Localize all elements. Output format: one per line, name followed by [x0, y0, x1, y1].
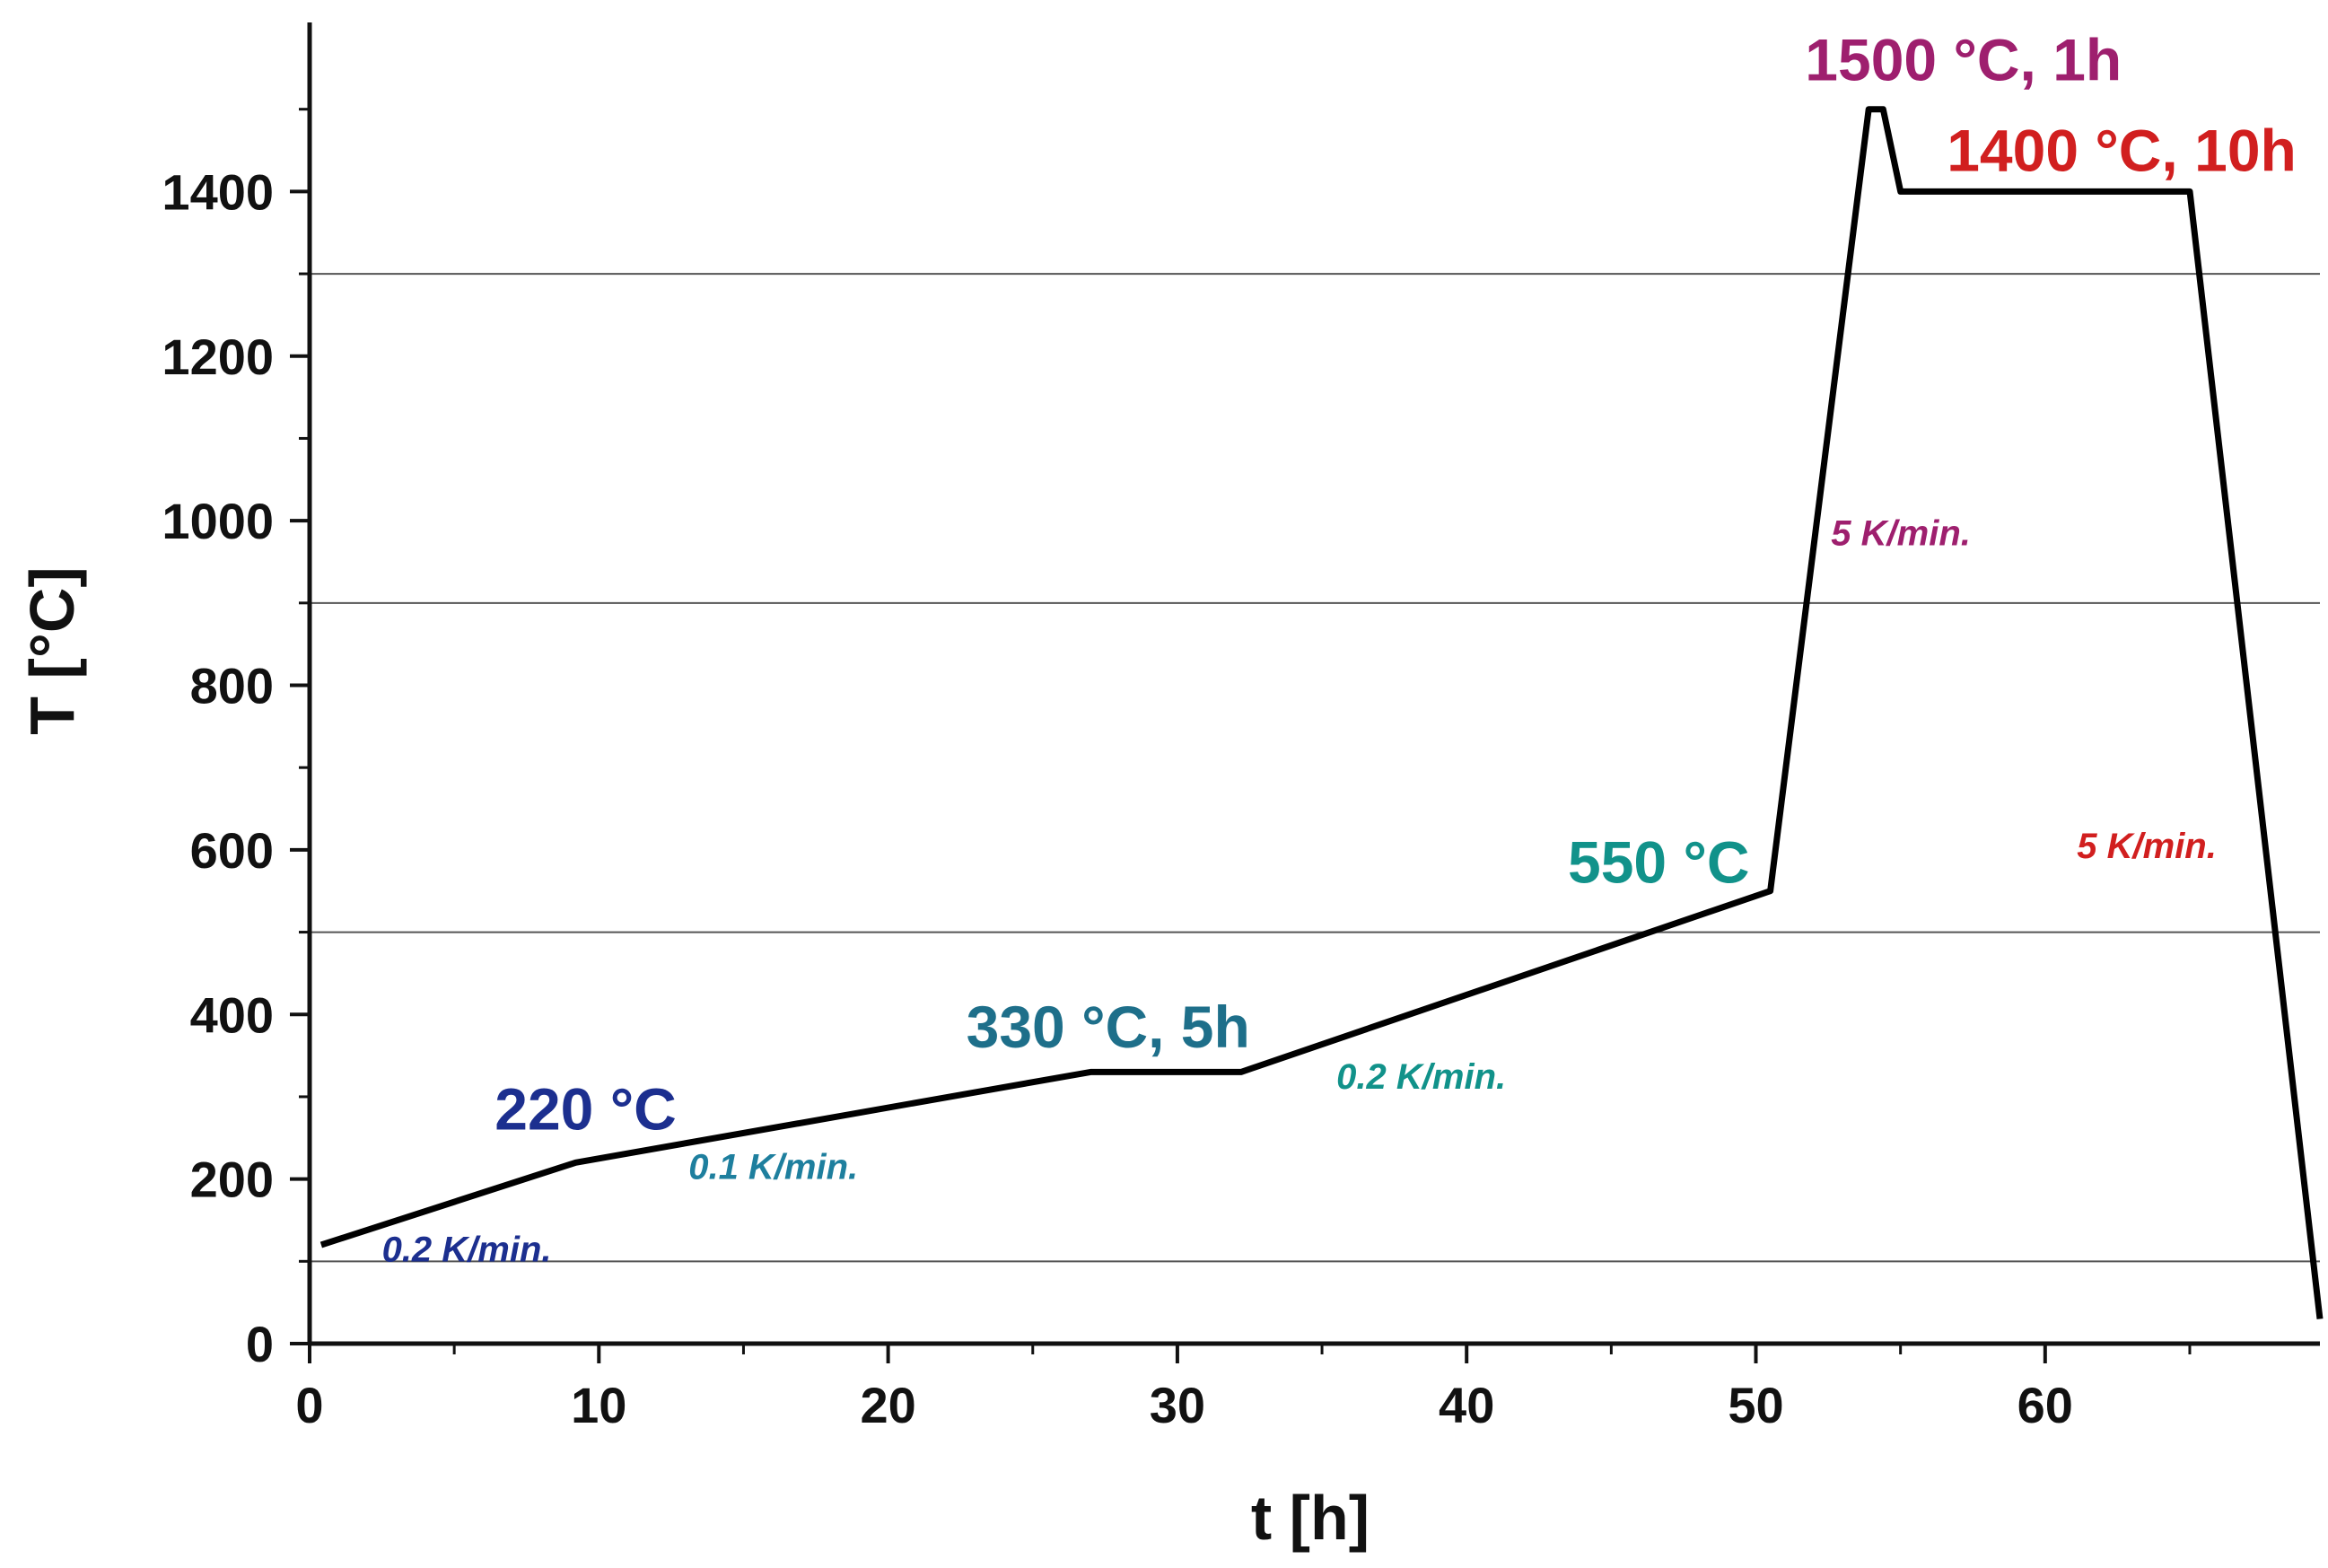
- x-tick-label-50: 50: [1728, 1377, 1783, 1433]
- annotation-9: 5 K/min.: [2077, 827, 2217, 866]
- x-tick-label-30: 30: [1150, 1377, 1205, 1433]
- axes: [307, 22, 2320, 1346]
- annotation-5: 550 °C: [1568, 829, 1750, 896]
- y-tick-label-1200: 1200: [162, 328, 274, 385]
- y-tick-label-0: 0: [246, 1316, 274, 1372]
- annotation-4: 0.2 K/min.: [1336, 1057, 1506, 1097]
- x-axis-label: t [h]: [1251, 1483, 1370, 1553]
- y-tick-label-1000: 1000: [162, 493, 274, 549]
- annotation-7: 1500 °C, 1h: [1805, 27, 2122, 93]
- x-tick-label-0: 0: [295, 1377, 323, 1433]
- y-tick-label-1400: 1400: [162, 163, 274, 220]
- x-tick-label-60: 60: [2017, 1377, 2073, 1433]
- y-tick-label-400: 400: [190, 986, 274, 1043]
- series-line-0: [319, 106, 2324, 1319]
- x-tick-label-20: 20: [860, 1377, 915, 1433]
- x-tick-label-40: 40: [1439, 1377, 1494, 1433]
- annotation-6: 5 K/min.: [1831, 514, 1971, 554]
- annotations: 220 °C 0.2 K/min. 0.1 K/min. 330 °C, 5h 0.2 …: [382, 27, 2297, 1270]
- annotation-8: 1400 °C, 10h: [1947, 117, 2297, 183]
- y-axis-label: T [°C]: [17, 566, 87, 734]
- y-tick-label-200: 200: [190, 1152, 274, 1208]
- y-tick-label-800: 800: [190, 658, 274, 714]
- annotation-2: 0.1 K/min.: [688, 1148, 858, 1187]
- annotation-3: 330 °C, 5h: [967, 994, 1250, 1060]
- y-tick-label-600: 600: [190, 822, 274, 879]
- annotation-1: 0.2 K/min.: [382, 1230, 552, 1269]
- grid-lines: [310, 273, 2320, 1263]
- series-layer: [319, 106, 2324, 1319]
- annotation-0: 220 °C: [494, 1076, 677, 1143]
- x-tick-label-10: 10: [571, 1377, 626, 1433]
